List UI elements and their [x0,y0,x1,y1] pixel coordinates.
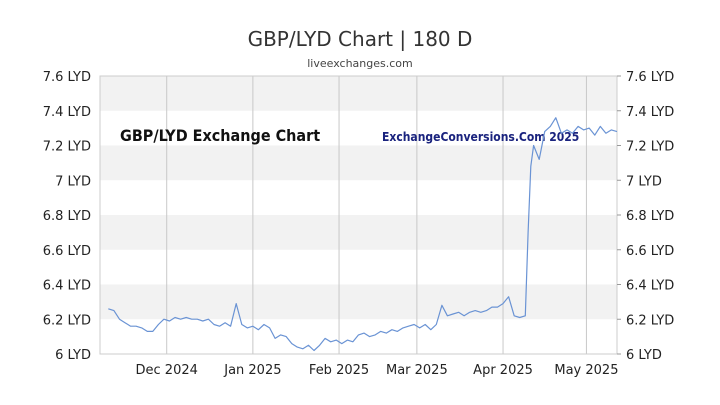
series-group [108,117,618,352]
y-tick-label-left: 7 LYD [55,174,91,189]
y-tick-label-right: 6.8 LYD [626,209,674,224]
y-tick-label-right: 6 LYD [626,348,662,363]
y-axis-left: 7.6 LYD 7.4 LYD 7.2 LYD 7 LYD 6.8 LYD 6.6 LYD… [43,70,91,363]
x-tick-label: Mar 2025 [386,363,448,378]
y-tick-label-left: 7.4 LYD [43,105,91,120]
plot-band [100,215,617,250]
y-axis-right: 7.6 LYD 7.4 LYD 7.2 LYD 7 LYD 6.8 LYD 6.6 LYD… [617,70,674,363]
y-tick-label-right: 7.4 LYD [626,105,674,120]
plot-band [100,145,617,181]
x-tick-label: Jan 2025 [223,363,281,378]
x-tick-label: Dec 2024 [136,363,198,378]
y-tick-label-left: 6.6 LYD [43,244,91,259]
plot-band [100,76,617,111]
plot-band [100,284,617,320]
y-tick-label-right: 7 LYD [626,174,662,189]
y-tick-label-left: 7.2 LYD [43,140,91,155]
x-tick-label: Feb 2025 [309,363,369,378]
x-axis: Dec 2024 Jan 2025 Feb 2025 Mar 2025 Apr 2025… [136,363,619,378]
y-tick-label-left: 6.4 LYD [43,279,91,294]
y-tick-label-left: 6 LYD [55,348,91,363]
vertical-gridlines [166,76,587,354]
y-tick-label-right: 6.6 LYD [626,244,674,259]
inner-chart-title: GBP/LYD Exchange Chart [120,126,320,145]
y-tick-label-left: 6.8 LYD [43,209,91,224]
x-tick-label: Apr 2025 [473,363,533,378]
chart-subtitle: liveexchanges.com [307,57,412,70]
y-tick-label-right: 6.4 LYD [626,279,674,294]
y-tick-label-right: 7.6 LYD [626,70,674,85]
plot-bands [100,76,617,320]
y-tick-label-right: 6.2 LYD [626,313,674,328]
y-tick-label-right: 7.2 LYD [626,140,674,155]
x-tick-label: May 2025 [554,363,618,378]
series-line [108,117,618,352]
chart-title: GBP/LYD Chart | 180 D [248,27,473,51]
y-tick-label-left: 7.6 LYD [43,70,91,85]
watermark-text: ExchangeConversions.Com 2025 [382,130,579,144]
y-tick-label-left: 6.2 LYD [43,313,91,328]
